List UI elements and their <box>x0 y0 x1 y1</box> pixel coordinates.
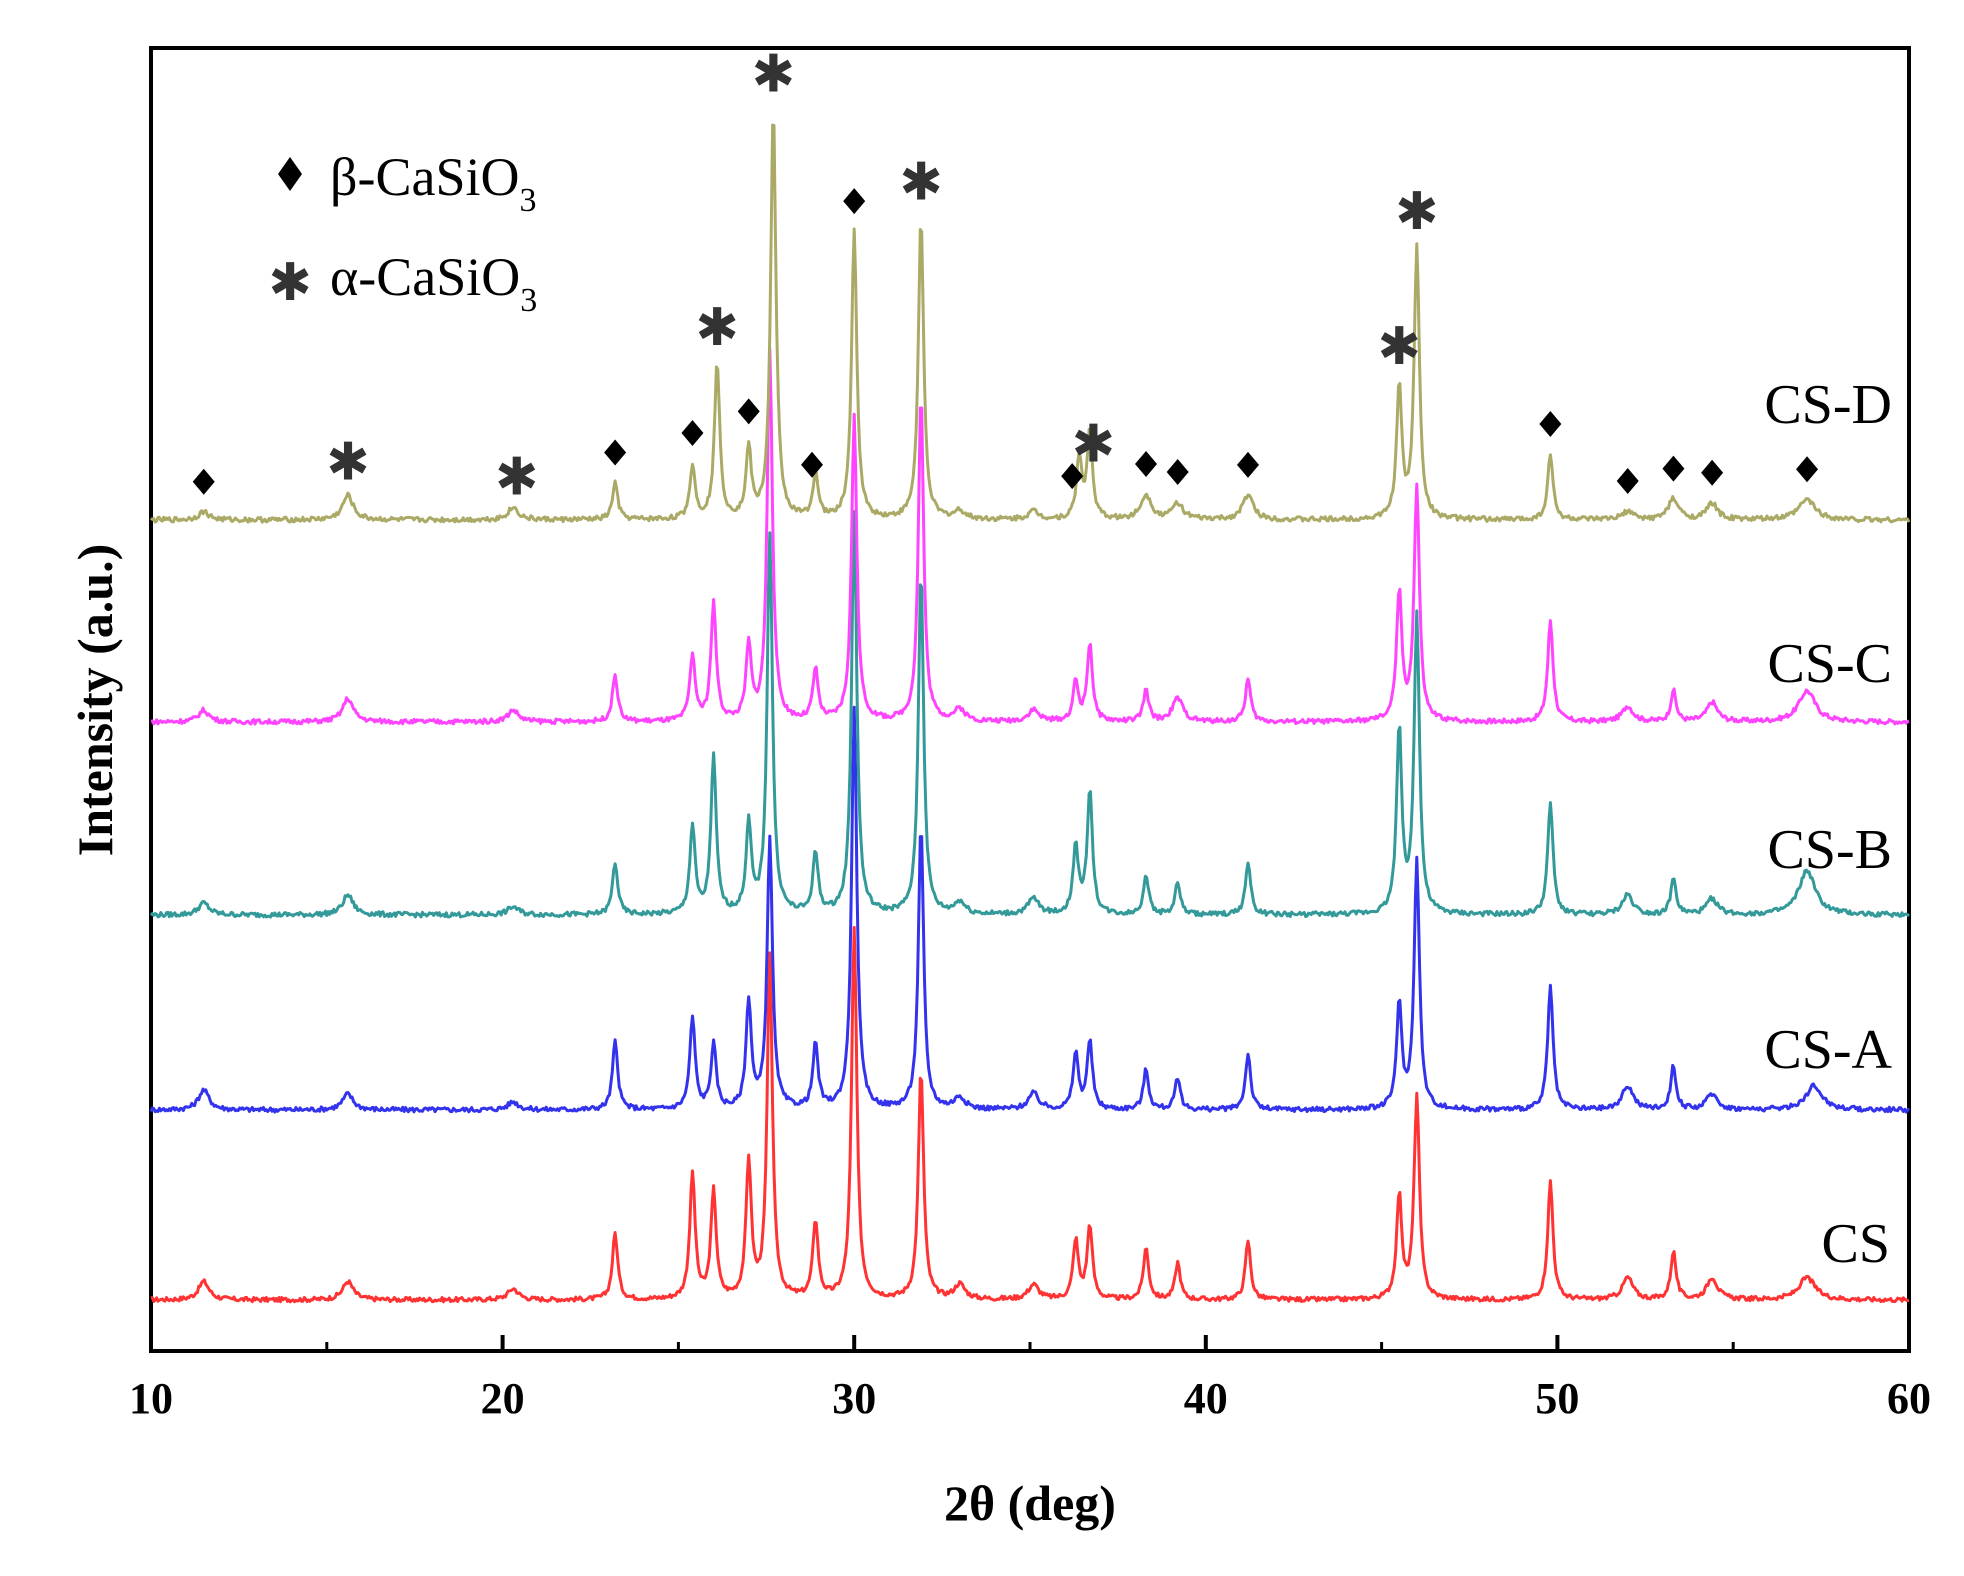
beta-marker-diamond <box>1166 459 1189 486</box>
series-cs-c: CS-C <box>150 347 1910 726</box>
beta-marker-diamond <box>604 439 627 466</box>
alpha-marker-star: ✱ <box>1377 317 1421 377</box>
beta-marker-diamond <box>843 188 866 215</box>
x-tick-label: 10 <box>129 1374 173 1423</box>
series-line-cs-d <box>150 123 1911 524</box>
beta-marker-diamond <box>1616 468 1639 495</box>
beta-marker-diamond <box>1662 455 1685 482</box>
x-tick-label: 40 <box>1184 1374 1228 1423</box>
x-tick-label: 50 <box>1535 1374 1579 1423</box>
beta-marker-diamond <box>1061 463 1084 490</box>
alpha-marker-star: ✱ <box>326 432 370 492</box>
alpha-marker-star: ✱ <box>695 298 739 358</box>
legend-item-alpha: ✱ α-CaSiO3 <box>268 247 537 319</box>
series-label-cs: CS <box>1822 1213 1891 1275</box>
alpha-marker-star: ✱ <box>1071 415 1115 475</box>
legend-star-marker: ✱ <box>268 253 312 313</box>
series-label-cs-a: CS-A <box>1764 1019 1892 1081</box>
beta-marker-diamond <box>1701 459 1724 486</box>
x-tick-label: 60 <box>1887 1374 1931 1423</box>
alpha-marker-star: ✱ <box>495 447 539 507</box>
series-label-cs-c: CS-C <box>1768 633 1893 695</box>
y-axis-title: Intensity (a.u.) <box>67 544 123 857</box>
phase-markers: ✱ ✱ ✱ ✱ ✱ ✱ ✱ ✱ <box>192 44 1819 507</box>
x-axis-title: 2θ (deg) <box>944 1475 1116 1531</box>
beta-marker-diamond <box>192 468 215 495</box>
series-cs-d: CS-D <box>150 123 1911 524</box>
series-label-cs-b: CS-B <box>1768 819 1893 881</box>
beta-marker-diamond <box>1135 451 1158 478</box>
legend-item-beta: β-CaSiO3 <box>278 147 536 219</box>
beta-marker-diamond <box>1539 410 1562 437</box>
legend-label-alpha: α-CaSiO3 <box>330 247 537 319</box>
series-cs-b: CS-B <box>149 510 1911 919</box>
beta-marker-diamond <box>801 451 824 478</box>
x-axis-ticks: 10 20 30 40 50 60 <box>129 1335 1931 1423</box>
series-line-cs-b <box>149 510 1911 919</box>
beta-marker-diamond <box>681 419 704 446</box>
legend: β-CaSiO3 ✱ α-CaSiO3 <box>268 147 537 319</box>
x-tick-label: 30 <box>832 1374 876 1423</box>
series-line-cs <box>150 926 1910 1304</box>
alpha-marker-star: ✱ <box>1395 182 1439 242</box>
beta-marker-diamond <box>737 398 760 425</box>
legend-label-beta: β-CaSiO3 <box>330 147 536 219</box>
series-cs-a: CS-A <box>149 705 1911 1114</box>
beta-marker-diamond <box>1236 451 1259 478</box>
legend-label-beta-text: β-CaSiO <box>330 147 519 207</box>
x-tick-label: 20 <box>481 1374 525 1423</box>
legend-label-alpha-subscript: 3 <box>520 282 537 319</box>
legend-diamond-marker <box>278 157 302 191</box>
series-layer: CS CS-A CS-B CS-C CS-D <box>149 123 1911 1304</box>
series-line-cs-c <box>150 347 1910 726</box>
legend-label-alpha-text: α-CaSiO <box>330 247 520 307</box>
alpha-marker-star: ✱ <box>899 152 943 212</box>
beta-marker-diamond <box>1796 456 1819 483</box>
series-cs: CS <box>150 926 1910 1304</box>
plot-frame <box>149 46 1911 1353</box>
alpha-marker-star: ✱ <box>752 44 796 104</box>
legend-label-beta-subscript: 3 <box>519 182 536 219</box>
series-line-cs-a <box>149 705 1911 1114</box>
series-label-cs-d: CS-D <box>1764 374 1892 436</box>
